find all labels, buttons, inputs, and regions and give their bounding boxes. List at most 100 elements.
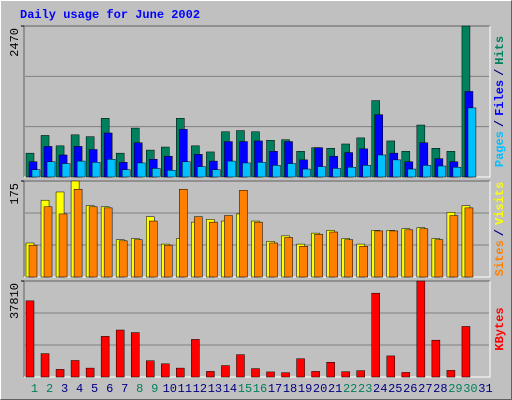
bar [359,246,368,278]
bar [296,358,305,378]
bar [362,165,371,178]
x-tick-label: 12 [193,382,207,396]
bar [191,339,200,378]
bar [194,216,203,278]
bar [374,230,383,278]
bar [356,370,365,378]
x-tick-label: 10 [163,382,177,396]
x-tick-label: 27 [418,382,432,396]
x-tick-label: 3 [61,382,68,396]
bar [347,166,356,178]
x-tick-label: 8 [136,382,143,396]
bar [118,240,128,278]
bar [130,332,140,378]
chart-title: Daily usage for June 2002 [20,8,200,22]
bar [419,228,429,278]
bar [326,362,335,378]
bar [332,168,341,178]
bar [254,221,263,278]
bar [176,367,185,378]
bar [136,162,146,178]
bar [164,244,173,278]
x-tick-label: 22 [343,382,357,396]
x-tick-label: 25 [388,382,402,396]
bar [227,160,236,178]
bar [236,354,245,378]
bar [434,239,444,278]
x-tick-label: 2 [46,382,53,396]
x-tick-label: 7 [121,382,128,396]
legend-entry: Sites [493,240,507,276]
bar [416,280,426,378]
bar [299,246,308,278]
x-tick-label: 29 [448,382,462,396]
x-tick-label: 15 [238,382,252,396]
x-tick-label: 13 [208,382,222,396]
bar [467,107,477,178]
x-tick-label: 30 [463,382,477,396]
bar [182,161,191,178]
bar [209,221,218,278]
legend-entry: Files [493,80,507,116]
bar [55,369,65,378]
x-tick-label: 18 [283,382,297,396]
bar [284,237,293,278]
bar [224,215,233,278]
bar [106,159,116,178]
x-tick-label: 5 [91,382,98,396]
x-tick-label: 14 [223,382,237,396]
legend-entry: Pages [493,131,507,167]
bar [242,162,251,178]
bar [464,207,474,278]
bar [25,300,35,378]
bar [314,233,323,278]
bar [88,206,98,278]
legend-entry: Visits [493,182,507,225]
bar [167,170,176,178]
bar [73,188,83,278]
bar [386,355,396,378]
x-tick-label: 16 [253,382,267,396]
bar [121,169,131,178]
bar [452,166,462,178]
bar [431,339,441,378]
bar [70,360,80,378]
bar [401,372,411,378]
bar [100,336,110,378]
x-tick-label: 21 [328,382,342,396]
x-tick-label: 28 [433,382,447,396]
bar [197,166,206,178]
bar [251,368,260,378]
x-tick-label: 9 [151,382,158,396]
legend-separator: / [493,69,507,76]
bar [61,163,71,178]
bar [389,230,399,278]
bar [221,365,230,378]
bar [152,168,161,178]
x-tick-label: 4 [76,382,83,396]
bar [461,326,471,378]
bar [161,363,170,378]
bar [269,242,278,278]
bar [133,239,143,278]
bar [179,188,188,278]
bar [31,169,41,178]
x-tick-label: 26 [403,382,417,396]
x-tick-label: 23 [358,382,372,396]
legend-entry: KBytes [493,307,507,350]
bar [146,360,155,378]
x-tick-label: 11 [178,382,192,396]
y-tick-label: 2470 [8,28,22,57]
x-tick-label: 31 [478,382,492,396]
bar [115,329,125,378]
bar [404,229,414,278]
x-tick-label: 17 [268,382,282,396]
bar [449,215,459,278]
bar [206,371,215,378]
bar [446,370,456,378]
bar [43,206,53,278]
bar [46,161,56,178]
bar [149,220,158,278]
legend-separator: / [493,120,507,127]
